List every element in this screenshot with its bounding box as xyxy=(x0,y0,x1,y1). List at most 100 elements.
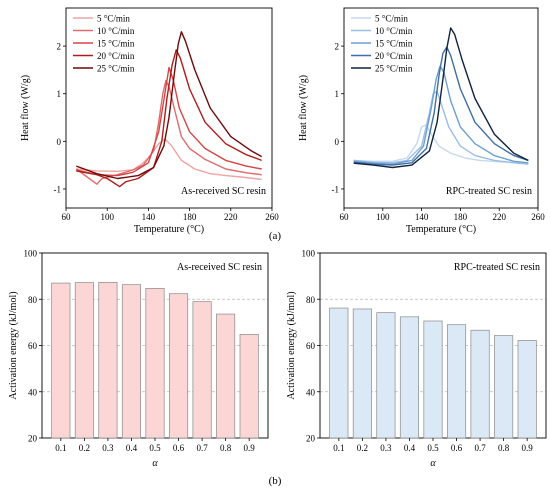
series-line xyxy=(76,66,262,177)
bar xyxy=(239,334,259,439)
x-tick-label: 0.3 xyxy=(380,443,392,453)
x-tick-label: 0.2 xyxy=(79,443,90,453)
bar xyxy=(470,329,490,439)
x-tick-label: 0.6 xyxy=(451,443,463,453)
y-tick-label: 60 xyxy=(306,341,316,351)
x-tick-label: 140 xyxy=(142,212,156,222)
x-tick-label: 0.6 xyxy=(173,443,185,453)
chart-2: 20 40 60 80 100 Activation energy (kJ/mol) α As… xyxy=(8,249,269,469)
plot-frame xyxy=(343,7,539,209)
series-line xyxy=(75,79,262,185)
x-tick-label: 60 xyxy=(62,212,72,222)
x-tick-label: 0.8 xyxy=(498,443,510,453)
x-tick-label: 180 xyxy=(454,212,468,222)
series-line xyxy=(353,90,529,165)
bar xyxy=(494,335,514,439)
x-tick-label: 0.8 xyxy=(220,443,232,453)
x-tick-label: 260 xyxy=(531,212,545,222)
y-axis-label: Activation energy (kJ/mol) xyxy=(8,291,19,399)
chart-annotation: RPC-treated SC resin xyxy=(446,186,532,197)
legend-entry: 20 °C/min xyxy=(97,51,135,61)
legend-entry: 15 °C/min xyxy=(97,39,135,49)
x-tick-label: 0.9 xyxy=(244,443,256,453)
bar xyxy=(51,282,71,439)
y-tick-label: -1 xyxy=(54,184,62,194)
x-axis-label: Temperature (°C) xyxy=(134,224,204,235)
bar xyxy=(399,316,419,439)
series-line xyxy=(76,138,262,181)
chart-annotation: RPC-treated SC resin xyxy=(454,262,540,273)
legend-entry: 25 °C/min xyxy=(375,64,413,74)
legend-entry: 10 °C/min xyxy=(375,26,413,36)
bar xyxy=(98,282,118,439)
x-tick-label: 260 xyxy=(265,212,279,222)
y-tick-label: 0 xyxy=(335,137,340,147)
x-tick-label: 100 xyxy=(376,212,390,222)
chart-0: -1 0 1 2 Heat flow (W/g) Temperature (°C) As-r… xyxy=(20,7,279,235)
x-axis-label: α xyxy=(152,458,158,469)
legend-entry: 5 °C/min xyxy=(375,14,408,24)
x-axis-label: Temperature (°C) xyxy=(406,224,476,235)
x-tick-label: 0.4 xyxy=(126,443,138,453)
bar xyxy=(169,293,189,439)
panel-label-a: (a) xyxy=(269,230,282,242)
x-tick-label: 0.5 xyxy=(149,443,161,453)
y-tick-label: 20 xyxy=(306,434,316,444)
x-tick-label: 140 xyxy=(415,212,429,222)
x-tick-label: 100 xyxy=(100,212,114,222)
bar xyxy=(216,313,236,439)
y-axis-label: Activation energy (kJ/mol) xyxy=(286,291,297,399)
y-tick-label: 2 xyxy=(57,42,62,52)
y-tick-label: 1 xyxy=(335,89,340,99)
x-tick-label: 0.5 xyxy=(427,443,439,453)
x-tick-label: 0.3 xyxy=(102,443,114,453)
x-tick-label: 220 xyxy=(224,212,238,222)
y-tick-label: -1 xyxy=(332,184,340,194)
panel-label-b: (b) xyxy=(269,475,282,487)
y-tick-label: 40 xyxy=(28,387,38,397)
chart-1: -1 0 1 2 Heat flow (W/g) Temperature (°C) RPC-… xyxy=(298,7,545,235)
x-tick-label: 0.7 xyxy=(196,443,208,453)
legend-entry: 5 °C/min xyxy=(97,14,130,24)
legend-entry: 20 °C/min xyxy=(375,51,413,61)
y-tick-label: 40 xyxy=(306,387,316,397)
bar xyxy=(447,324,467,439)
x-tick-label: 220 xyxy=(492,212,506,222)
y-axis-label: Heat flow (W/g) xyxy=(20,75,31,141)
y-tick-label: 0 xyxy=(57,137,62,147)
y-tick-label: 20 xyxy=(28,434,38,444)
y-tick-label: 1 xyxy=(57,89,62,99)
bar xyxy=(74,282,94,439)
x-tick-label: 0.1 xyxy=(333,443,344,453)
y-tick-label: 100 xyxy=(302,249,316,259)
chart-3: 20 40 60 80 100 Activation energy (kJ/mol) α RP… xyxy=(286,249,547,469)
x-tick-label: 0.2 xyxy=(357,443,368,453)
legend-entry: 15 °C/min xyxy=(375,39,413,49)
bar xyxy=(192,301,212,439)
bar xyxy=(145,288,165,439)
legend-entry: 25 °C/min xyxy=(97,64,135,74)
bar xyxy=(352,308,372,439)
y-tick-label: 60 xyxy=(28,341,38,351)
y-axis-label: Heat flow (W/g) xyxy=(298,75,309,141)
bar xyxy=(517,340,537,439)
series-line xyxy=(353,46,529,166)
y-tick-label: 80 xyxy=(306,295,316,305)
series-line xyxy=(76,31,263,180)
x-tick-label: 60 xyxy=(340,212,350,222)
y-tick-label: 2 xyxy=(335,42,340,52)
plot-frame xyxy=(65,7,273,209)
x-tick-label: 180 xyxy=(183,212,197,222)
y-tick-label: 100 xyxy=(24,249,38,259)
series-line xyxy=(353,65,529,165)
series-line xyxy=(76,49,262,188)
x-axis-label: α xyxy=(430,458,436,469)
x-tick-label: 0.9 xyxy=(522,443,534,453)
y-tick-label: 80 xyxy=(28,295,38,305)
x-tick-label: 0.4 xyxy=(404,443,416,453)
series-line xyxy=(353,124,529,164)
bar xyxy=(423,320,443,439)
chart-annotation: As-received SC resin xyxy=(181,186,266,197)
chart-annotation: As-received SC resin xyxy=(177,262,262,273)
